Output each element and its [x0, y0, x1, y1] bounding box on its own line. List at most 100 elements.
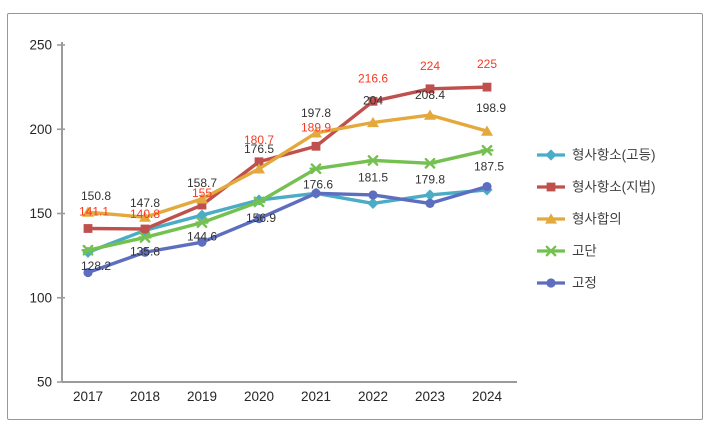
circle-marker-icon — [83, 267, 93, 278]
series-1 — [83, 82, 492, 234]
series-labels-3: 128.2 135.8 144.6 156.9 176.6 181.5 179.8 187.5 — [81, 159, 504, 273]
data-label: 176.5 — [244, 142, 274, 156]
x-tick-label: 2024 — [472, 389, 503, 404]
x-tick-label: 2018 — [130, 389, 160, 404]
x-tick-label: 2019 — [187, 389, 217, 404]
data-label: 187.5 — [474, 159, 504, 173]
data-label: 147.8 — [130, 196, 160, 210]
data-label: 150.8 — [81, 189, 111, 203]
star-marker-icon — [309, 163, 323, 175]
circle-marker-icon — [482, 181, 492, 192]
series-line-0 — [86, 188, 489, 254]
square-marker-icon — [83, 224, 93, 233]
triangle-marker-icon — [545, 213, 557, 224]
legend-item-1: 형사항소(지법) — [537, 180, 656, 195]
legend-item-4: 고정 — [537, 276, 597, 291]
data-label: 128.2 — [81, 259, 111, 273]
data-label: 225 — [477, 57, 497, 71]
series-labels-1: 141.1 140.8 155 180.7 189.9 216.6 224 225 — [79, 57, 497, 221]
series-labels-2: 150.8 147.8 158.7 176.5 197.8 204 208.4 198.9 — [81, 88, 506, 210]
triangle-marker-icon — [424, 109, 436, 120]
star-marker-icon — [252, 196, 266, 208]
legend-item-0: 형사항소(고등) — [537, 148, 656, 163]
circle-marker-icon — [197, 237, 207, 247]
star-marker-icon — [544, 245, 558, 257]
series-3 — [81, 144, 494, 256]
circle-marker-icon — [546, 278, 556, 288]
x-tick-label: 2021 — [301, 389, 331, 404]
data-label: 158.7 — [187, 176, 217, 190]
x-tick-label: 2023 — [415, 389, 445, 404]
diamond-marker-icon — [82, 246, 94, 258]
y-tick-label: 100 — [29, 290, 52, 305]
square-marker-icon — [482, 82, 492, 92]
data-label: 216.6 — [358, 71, 388, 85]
x-tick-label: 2020 — [244, 389, 274, 404]
x-tick-label: 2022 — [358, 389, 388, 404]
data-label: 155 — [192, 186, 212, 200]
data-label: 198.9 — [476, 101, 506, 115]
legend-label: 고정 — [572, 276, 597, 291]
circle-marker-icon — [311, 188, 321, 198]
triangle-marker-icon — [367, 116, 379, 128]
diamond-marker-icon — [545, 149, 557, 161]
star-marker-icon — [81, 244, 95, 256]
star-marker-icon — [195, 217, 209, 228]
circle-marker-icon — [254, 213, 264, 224]
data-label: 141.1 — [79, 204, 109, 218]
x-tick-label: 2017 — [73, 389, 103, 404]
star-marker-icon — [480, 144, 494, 156]
circle-marker-icon — [368, 190, 378, 200]
square-marker-icon — [140, 224, 150, 234]
data-label: 144.6 — [187, 230, 217, 244]
series-line-4 — [86, 184, 489, 275]
square-marker-icon — [197, 200, 207, 210]
legend-item-2: 형사합의 — [537, 212, 622, 227]
square-marker-icon — [368, 96, 378, 106]
data-label: 135.8 — [130, 244, 160, 258]
legend-label: 고단 — [572, 244, 597, 259]
triangle-marker-icon — [481, 125, 493, 136]
data-label: 189.9 — [301, 120, 331, 134]
data-label: 179.8 — [415, 172, 445, 186]
triangle-marker-icon — [196, 193, 208, 204]
y-tick-label: 250 — [29, 38, 52, 53]
triangle-marker-icon — [139, 211, 151, 222]
data-label: 197.8 — [301, 106, 331, 120]
square-marker-icon — [546, 182, 556, 192]
series-line-3 — [86, 148, 489, 252]
data-label: 181.5 — [358, 170, 388, 184]
circle-marker-icon — [425, 198, 435, 208]
star-marker-icon — [423, 157, 437, 169]
diamond-marker-icon — [196, 209, 208, 221]
legend-item-3: 고단 — [537, 244, 597, 259]
circle-marker-icon — [140, 247, 150, 257]
triangle-marker-icon — [253, 163, 265, 174]
legend-label: 형사항소(지법) — [572, 180, 656, 195]
star-marker-icon — [366, 155, 380, 166]
series-line-2 — [86, 113, 489, 219]
data-label: 204 — [363, 94, 383, 108]
series-2 — [82, 109, 493, 222]
square-marker-icon — [311, 141, 321, 151]
y-tick-label: 150 — [29, 206, 52, 221]
legend-label: 형사항소(고등) — [572, 148, 656, 163]
data-label: 208.4 — [415, 88, 445, 102]
axes: 50 100 150 200 250 2017 2018 2019 2020 2021 2022 20… — [29, 38, 517, 404]
diamond-marker-icon — [424, 189, 436, 201]
triangle-marker-icon — [310, 127, 322, 138]
square-marker-icon — [254, 157, 264, 167]
legend-label: 형사합의 — [572, 212, 622, 227]
series-line-1 — [86, 85, 489, 231]
series-4 — [83, 181, 492, 278]
y-tick-label: 50 — [37, 375, 52, 390]
triangle-marker-icon — [82, 206, 94, 217]
data-label: 180.7 — [244, 133, 274, 147]
y-tick-label: 200 — [29, 122, 52, 137]
data-label: 224 — [420, 59, 440, 73]
data-label: 156.9 — [246, 211, 276, 225]
data-label: 140.8 — [130, 207, 160, 221]
